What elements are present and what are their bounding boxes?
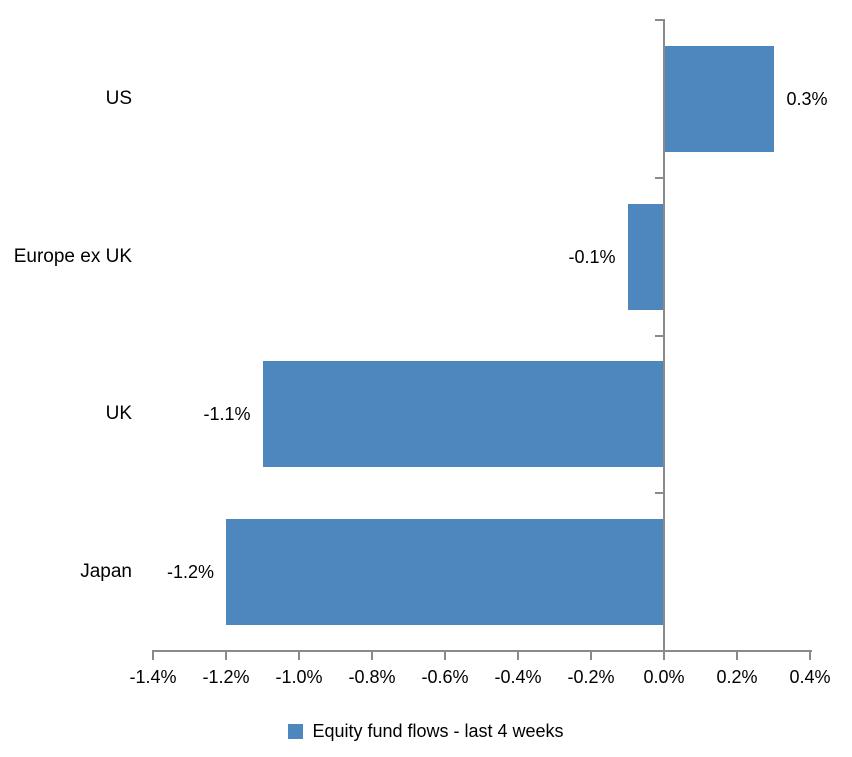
value-label: 0.3% [786, 88, 828, 109]
x-tick-label: -1.2% [202, 667, 250, 687]
x-axis-tick [444, 650, 446, 660]
x-axis-tick [225, 650, 227, 660]
bar-japan [226, 519, 664, 626]
legend: Equity fund flows - last 4 weeks [0, 721, 852, 742]
y-axis-tick [655, 492, 665, 495]
x-axis-tick [152, 650, 154, 660]
value-label: -0.1% [568, 246, 616, 267]
category-label: Japan [80, 561, 132, 583]
x-tick-label: -0.2% [567, 667, 615, 687]
x-tick-label: -1.4% [129, 667, 177, 687]
x-axis-tick [590, 650, 592, 660]
x-axis-tick [298, 650, 300, 660]
category-label: Europe ex UK [13, 245, 132, 267]
x-axis-tick [663, 650, 665, 660]
x-axis-tick [736, 650, 738, 660]
x-axis-tick [517, 650, 519, 660]
x-tick-label: 0.0% [643, 667, 685, 687]
x-tick-label: -0.4% [494, 667, 542, 687]
x-axis-tick [371, 650, 373, 660]
category-label: UK [105, 403, 132, 425]
bar-us [664, 45, 774, 152]
value-label: -1.2% [166, 562, 214, 583]
x-tick-label: 0.2% [716, 667, 758, 687]
value-label: -1.1% [203, 404, 251, 425]
legend-label: Equity fund flows - last 4 weeks [312, 721, 564, 741]
bar-europe-ex-uk [627, 203, 664, 310]
category-label: US [105, 87, 132, 109]
y-axis-tick [655, 19, 665, 21]
y-axis-line [663, 20, 665, 653]
legend-swatch-icon [288, 724, 304, 739]
x-axis-line [153, 650, 812, 652]
y-axis-tick [655, 334, 665, 337]
x-tick-label: -1.0% [275, 667, 323, 687]
y-axis-tick [655, 650, 665, 652]
y-axis-tick [655, 176, 665, 179]
x-tick-label: -0.6% [421, 667, 469, 687]
x-axis-tick [809, 650, 811, 660]
x-tick-label: 0.4% [789, 667, 831, 687]
bar-uk [262, 361, 664, 468]
x-tick-label: -0.8% [348, 667, 396, 687]
